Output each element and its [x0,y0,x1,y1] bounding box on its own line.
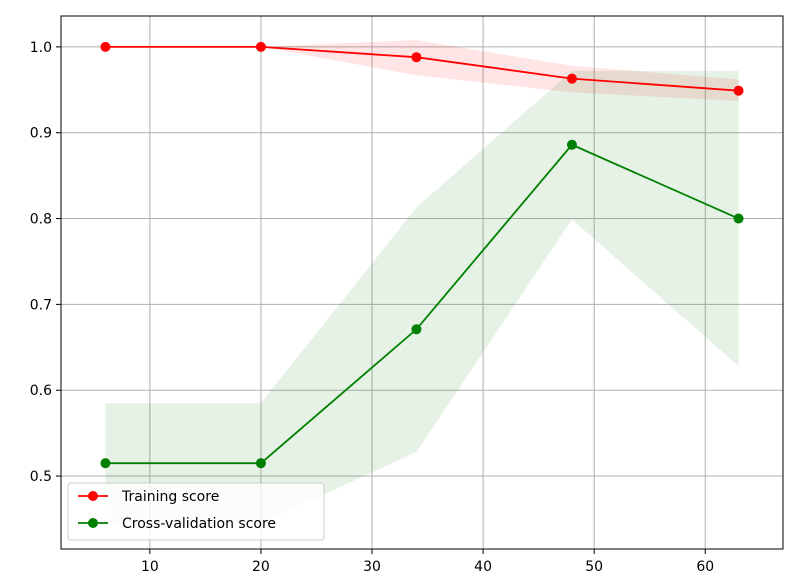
cv-score-band [105,70,739,524]
grid-lines [61,16,783,549]
x-tick-label: 10 [141,559,159,575]
cv-score-point [411,324,422,335]
training-score-point [411,52,422,63]
training-score-point [255,41,266,52]
legend-cv-label: Cross-validation score [122,516,276,532]
cv-score-point [255,458,266,469]
y-tick-label: 0.5 [30,469,52,485]
y-tick-label: 0.6 [30,383,52,399]
x-tick-label: 30 [363,559,381,575]
x-tick-label: 60 [696,559,714,575]
training-score-point [733,85,744,96]
cv-score-point [100,458,111,469]
training-score-point [100,41,111,52]
x-tick-label: 50 [585,559,603,575]
y-tick-label: 0.8 [30,212,52,228]
y-tick-label: 0.7 [30,297,52,313]
training-score-band [105,40,739,101]
x-tick-label: 40 [474,559,492,575]
plot-frame [60,15,784,550]
legend: Training score Cross-validation score [67,482,325,541]
y-axis-ticks: 0.5 0.6 0.7 0.8 0.9 1.0 [30,40,61,485]
legend-training-marker [88,491,98,501]
legend-training-label: Training score [121,489,219,505]
cv-score-point [733,213,744,224]
x-axis-ticks: 10 20 30 40 50 60 [141,549,714,575]
score-bands [105,40,739,524]
cv-score-point [566,139,577,150]
x-tick-label: 20 [252,559,270,575]
y-tick-label: 1.0 [30,40,52,56]
legend-cv-marker [88,518,98,528]
training-score-point [566,73,577,84]
y-tick-label: 0.9 [30,126,52,142]
score-points [100,41,744,469]
legend-box [67,482,325,541]
